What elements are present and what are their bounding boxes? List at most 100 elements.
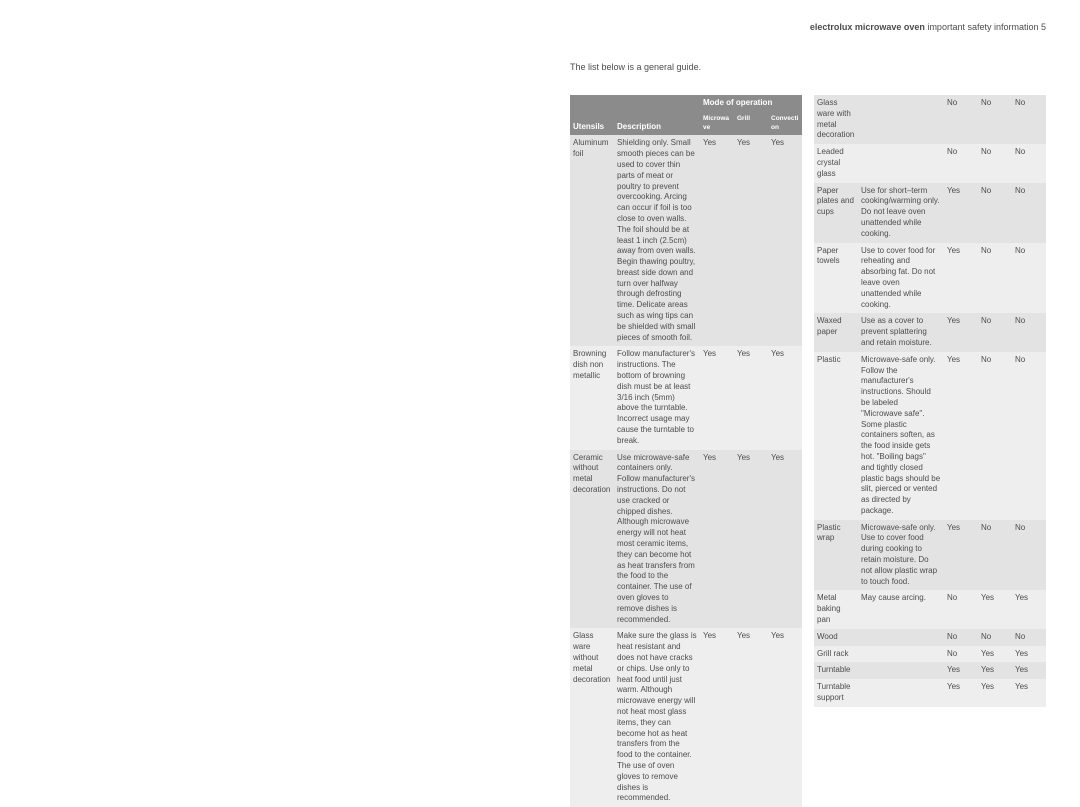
table-row: Ceramic without metal decorationUse micr… [570, 450, 802, 629]
cell-utensil: Leaded crystal glass [814, 144, 858, 182]
cell-grill: Yes [978, 662, 1012, 679]
cell-convection: Yes [768, 450, 802, 629]
cell-microwave: Yes [944, 520, 978, 591]
cell-microwave: Yes [944, 679, 978, 707]
cell-convection: Yes [768, 135, 802, 346]
table-row: Turntable supportYesYesYes [814, 679, 1046, 707]
cell-description [858, 679, 944, 707]
col-mode-header: Mode of operation [700, 95, 802, 112]
cell-grill: Yes [734, 135, 768, 346]
col-utensils-header: Utensils [570, 95, 614, 135]
cell-description [858, 95, 944, 144]
cell-microwave: No [944, 629, 978, 646]
cell-utensil: Glass ware without metal decoration [570, 628, 614, 807]
cell-convection: Yes [1012, 662, 1046, 679]
cell-utensil: Metal baking pan [814, 590, 858, 628]
col-convection-header: Convection [768, 112, 802, 136]
cell-microwave: Yes [700, 628, 734, 807]
cell-grill: Yes [734, 346, 768, 449]
cell-utensil: Plastic [814, 352, 858, 520]
cell-convection: No [1012, 183, 1046, 243]
cell-utensil: Ceramic without metal decoration [570, 450, 614, 629]
cell-description [858, 662, 944, 679]
table-row: TurntableYesYesYes [814, 662, 1046, 679]
cell-convection: No [1012, 313, 1046, 351]
cell-utensil: Glass ware with metal decoration [814, 95, 858, 144]
cell-grill: No [978, 144, 1012, 182]
header-rest: important safety information 5 [925, 22, 1046, 32]
cell-convection: Yes [1012, 590, 1046, 628]
cell-grill: No [978, 520, 1012, 591]
col-description-header: Description [614, 95, 700, 135]
cell-microwave: Yes [944, 662, 978, 679]
table-left: UtensilsDescriptionMode of operationMicr… [570, 95, 802, 807]
cell-utensil: Browning dish non metallic [570, 346, 614, 449]
cell-grill: No [978, 95, 1012, 144]
col-grill-header: Grill [734, 112, 768, 136]
utensils-table-left: UtensilsDescriptionMode of operationMicr… [570, 95, 802, 807]
cell-grill: No [978, 183, 1012, 243]
cell-description: May cause arcing. [858, 590, 944, 628]
table-row: Grill rackNoYesYes [814, 646, 1046, 663]
cell-utensil: Wood [814, 629, 858, 646]
cell-microwave: No [944, 590, 978, 628]
table-row: Paper plates and cupsUse for short–term … [814, 183, 1046, 243]
cell-grill: No [978, 352, 1012, 520]
cell-convection: No [1012, 144, 1046, 182]
cell-microwave: Yes [944, 313, 978, 351]
cell-utensil: Paper towels [814, 243, 858, 314]
cell-microwave: Yes [700, 450, 734, 629]
cell-grill: Yes [734, 450, 768, 629]
cell-description: Use as a cover to prevent splattering an… [858, 313, 944, 351]
cell-microwave: Yes [944, 352, 978, 520]
cell-convection: Yes [1012, 646, 1046, 663]
cell-microwave: No [944, 95, 978, 144]
cell-description: Microwave-safe only. Follow the manufact… [858, 352, 944, 520]
cell-utensil: Plastic wrap [814, 520, 858, 591]
cell-convection: No [1012, 629, 1046, 646]
table-row: Glass ware without metal decorationMake … [570, 628, 802, 807]
cell-description: Shielding only. Small smooth pieces can … [614, 135, 700, 346]
cell-microwave: Yes [700, 135, 734, 346]
cell-utensil: Grill rack [814, 646, 858, 663]
cell-convection: No [1012, 243, 1046, 314]
table-row: Plastic wrapMicrowave-safe only. Use to … [814, 520, 1046, 591]
cell-description: Follow manufacturer's instructions. The … [614, 346, 700, 449]
intro-text: The list below is a general guide. [570, 62, 701, 72]
table-row: Metal baking panMay cause arcing.NoYesYe… [814, 590, 1046, 628]
page-header: electrolux microwave oven important safe… [810, 22, 1046, 32]
cell-microwave: Yes [944, 183, 978, 243]
table-right: Glass ware with metal decorationNoNoNoLe… [814, 95, 1046, 707]
cell-convection: Yes [768, 346, 802, 449]
cell-utensil: Aluminum foil [570, 135, 614, 346]
cell-description [858, 629, 944, 646]
cell-grill: No [978, 243, 1012, 314]
table-row: Aluminum foilShielding only. Small smoot… [570, 135, 802, 346]
cell-description [858, 144, 944, 182]
cell-microwave: No [944, 646, 978, 663]
cell-grill: No [978, 313, 1012, 351]
cell-description: Microwave-safe only. Use to cover food d… [858, 520, 944, 591]
cell-convection: No [1012, 352, 1046, 520]
table-row: Waxed paperUse as a cover to prevent spl… [814, 313, 1046, 351]
cell-description: Make sure the glass is heat resistant an… [614, 628, 700, 807]
cell-grill: Yes [978, 646, 1012, 663]
utensils-table-right: Glass ware with metal decorationNoNoNoLe… [814, 95, 1046, 707]
cell-grill: Yes [978, 590, 1012, 628]
cell-utensil: Paper plates and cups [814, 183, 858, 243]
cell-microwave: Yes [700, 346, 734, 449]
table-row: Browning dish non metallicFollow manufac… [570, 346, 802, 449]
cell-microwave: Yes [944, 243, 978, 314]
table-row: Glass ware with metal decorationNoNoNo [814, 95, 1046, 144]
cell-convection: Yes [1012, 679, 1046, 707]
cell-convection: Yes [768, 628, 802, 807]
col-microwave-header: Microwave [700, 112, 734, 136]
cell-grill: No [978, 629, 1012, 646]
table-row: WoodNoNoNo [814, 629, 1046, 646]
cell-description: Use for short–term cooking/warming only.… [858, 183, 944, 243]
cell-grill: Yes [734, 628, 768, 807]
cell-grill: Yes [978, 679, 1012, 707]
table-row: PlasticMicrowave-safe only. Follow the m… [814, 352, 1046, 520]
table-row: Paper towelsUse to cover food for reheat… [814, 243, 1046, 314]
cell-description [858, 646, 944, 663]
